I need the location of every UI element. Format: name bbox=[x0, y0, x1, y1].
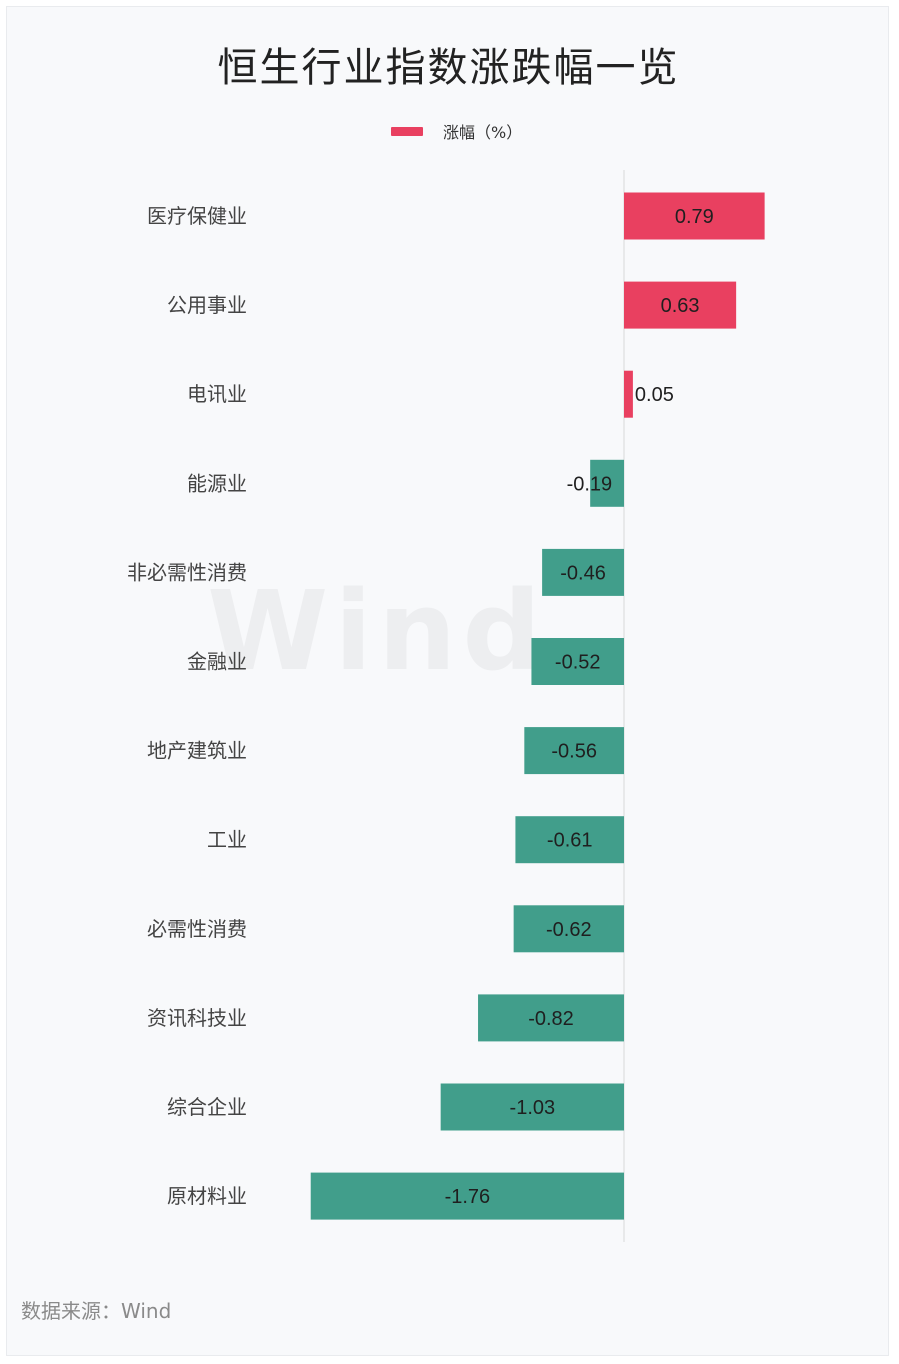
bar bbox=[590, 459, 624, 507]
bar bbox=[624, 281, 737, 329]
category-label: 金融业 bbox=[187, 650, 247, 674]
bar bbox=[624, 370, 633, 418]
bar bbox=[624, 192, 765, 240]
category-label: 原材料业 bbox=[167, 1184, 247, 1208]
legend-label: 涨幅（%） bbox=[443, 123, 523, 142]
category-label: 工业 bbox=[207, 828, 247, 852]
data-source: 数据来源：Wind bbox=[21, 1295, 171, 1324]
value-label: -0.19 bbox=[567, 473, 613, 495]
bar bbox=[542, 548, 624, 596]
legend-swatch bbox=[391, 126, 423, 136]
bar bbox=[440, 1083, 624, 1131]
category-label: 资讯科技业 bbox=[147, 1006, 247, 1030]
bar bbox=[513, 905, 624, 953]
category-label: 地产建筑业 bbox=[147, 739, 247, 763]
chart-title: 恒生行业指数涨跌幅一览 bbox=[217, 45, 680, 91]
source-label: 数据来源： bbox=[21, 1299, 121, 1323]
value-label: -1.03 bbox=[510, 1097, 556, 1119]
value-label: -0.46 bbox=[560, 562, 606, 584]
bar bbox=[531, 638, 624, 685]
bar bbox=[310, 1172, 624, 1220]
value-label: 0.05 bbox=[635, 384, 674, 406]
value-label: 0.63 bbox=[661, 295, 700, 317]
category-label: 非必需性消费 bbox=[127, 560, 247, 584]
value-label: -0.61 bbox=[547, 830, 593, 852]
legend: 涨幅（%） bbox=[391, 119, 522, 143]
category-label: 能源业 bbox=[187, 471, 247, 495]
category-label: 综合企业 bbox=[167, 1095, 247, 1119]
value-label: -0.82 bbox=[528, 1008, 574, 1030]
category-label: 电讯业 bbox=[187, 382, 247, 406]
bar bbox=[515, 816, 624, 864]
value-label: -0.56 bbox=[551, 741, 597, 763]
value-label: -0.62 bbox=[546, 919, 592, 941]
value-label: -0.52 bbox=[555, 652, 601, 674]
value-label: -1.76 bbox=[445, 1186, 491, 1208]
category-label: 公用事业 bbox=[167, 293, 247, 317]
source-value: Wind bbox=[121, 1299, 172, 1323]
bar bbox=[524, 727, 624, 775]
category-label: 医疗保健业 bbox=[147, 204, 247, 228]
bar bbox=[478, 994, 624, 1042]
category-label: 必需性消费 bbox=[147, 917, 247, 941]
value-label: 0.79 bbox=[675, 206, 714, 228]
